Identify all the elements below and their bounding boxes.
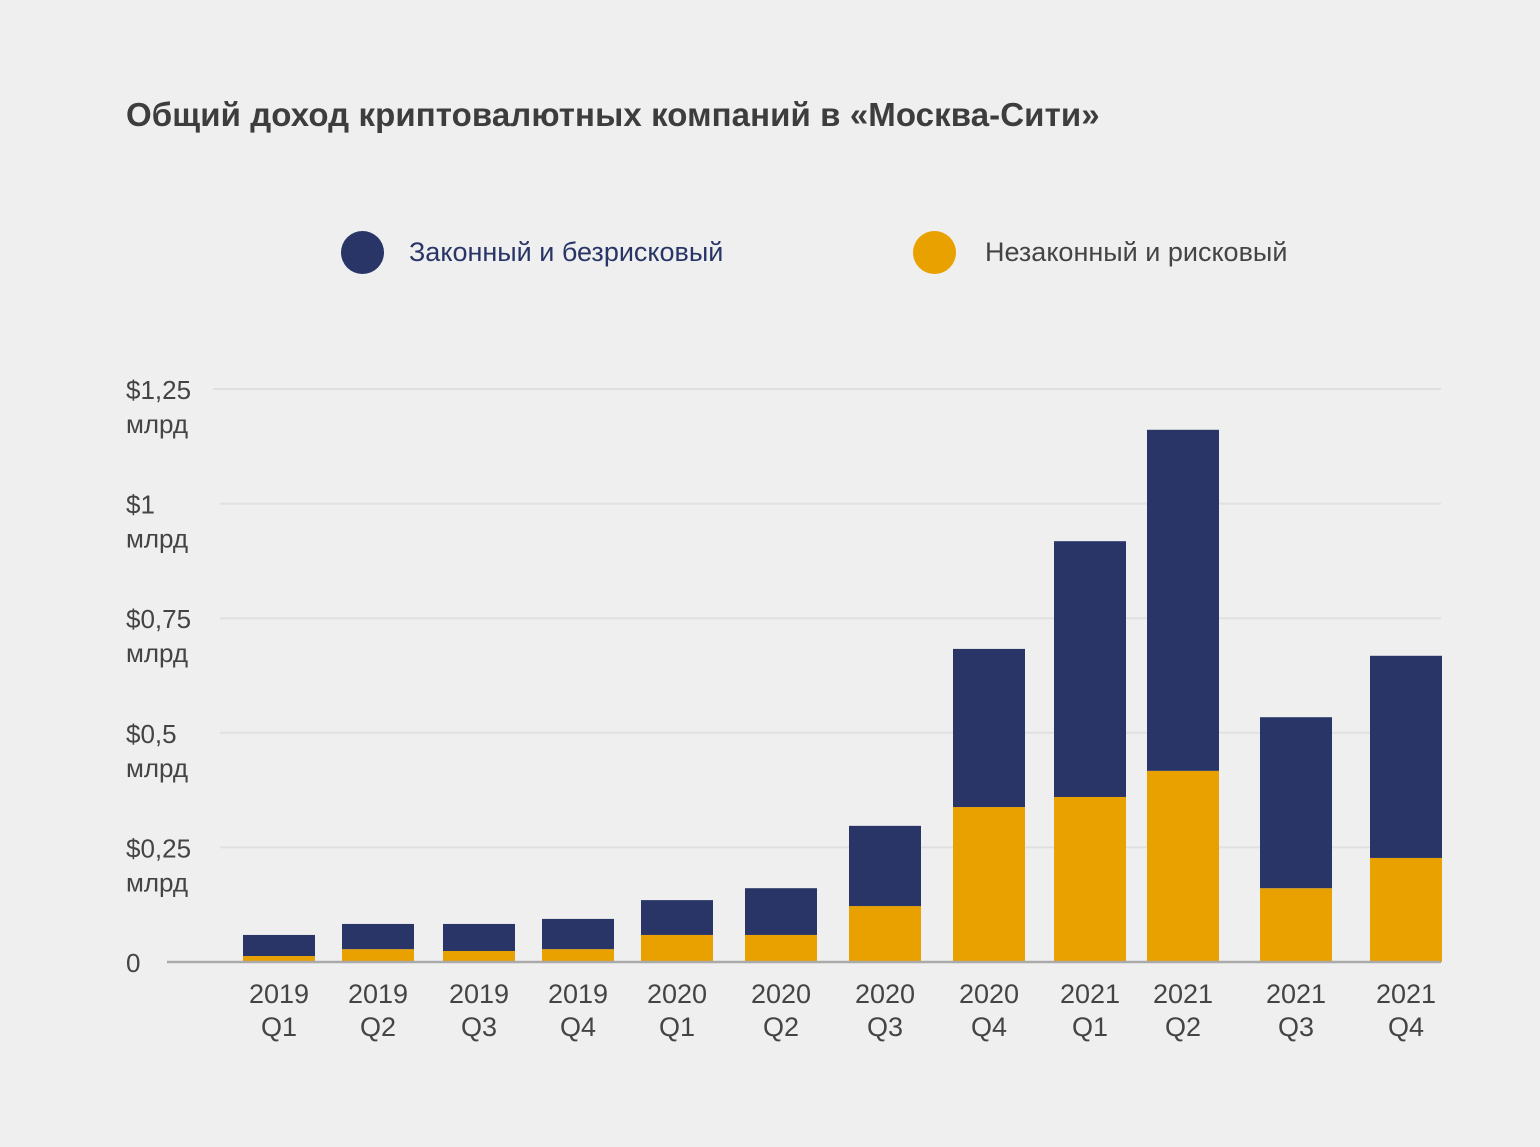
bar-segment-illegal-2019-q1	[243, 956, 315, 962]
y-tick-unit: млрд	[126, 409, 188, 439]
y-tick-label: 0	[126, 948, 140, 978]
x-tick-quarter: Q2	[1165, 1012, 1201, 1042]
legend-label-legal: Законный и безрисковый	[409, 236, 724, 267]
x-tick-year: 2021	[1060, 979, 1120, 1009]
x-tick-year: 2019	[449, 979, 509, 1009]
legend-item-illegal: Незаконный и рисковый	[913, 230, 1287, 274]
bar-segment-legal-2021-q2	[1147, 429, 1219, 771]
y-tick-unit: млрд	[126, 638, 188, 668]
bar-segment-illegal-2020-q4	[953, 807, 1025, 962]
bar-segment-legal-2019-q1	[243, 934, 315, 957]
x-tick-quarter: Q3	[1278, 1012, 1314, 1042]
x-tick-quarter: Q3	[867, 1012, 903, 1042]
x-axis-ticks: 2019Q12019Q22019Q32019Q42020Q12020Q22020…	[249, 979, 1436, 1042]
y-axis-ticks: 0 $0,25 млрд $0,5 млрд $0,75 млрд $1 млрд $1,25 мл…	[126, 375, 191, 978]
x-tick-year: 2020	[647, 979, 707, 1009]
x-tick-year: 2019	[249, 979, 309, 1009]
y-tick-label: $1,25	[126, 375, 191, 405]
x-tick-quarter: Q1	[1072, 1012, 1108, 1042]
bar-segment-legal-2021-q4	[1370, 655, 1442, 858]
bar-segment-legal-2020-q4	[953, 648, 1025, 808]
bar-segment-illegal-2019-q2	[342, 949, 414, 962]
x-tick-year: 2019	[348, 979, 408, 1009]
y-tick-unit: млрд	[126, 867, 188, 897]
y-tick-unit: млрд	[126, 524, 188, 554]
x-tick-quarter: Q4	[971, 1012, 1007, 1042]
bar-segment-illegal-2021-q2	[1147, 770, 1219, 962]
bar-segment-legal-2020-q2	[745, 888, 817, 935]
legend-dot-illegal-icon	[913, 230, 956, 274]
bar-segment-legal-2019-q4	[542, 918, 614, 950]
legend-item-legal: Законный и безрисковый	[341, 230, 723, 274]
x-tick-year: 2021	[1376, 979, 1436, 1009]
x-tick-year: 2020	[751, 979, 811, 1009]
chart-title: Общий доход криптовалютных компаний в «М…	[126, 96, 1100, 133]
x-tick-year: 2021	[1153, 979, 1213, 1009]
bar-segment-legal-2019-q3	[443, 923, 515, 951]
y-tick-unit: млрд	[126, 753, 188, 783]
legend-dot-legal-icon	[341, 230, 384, 274]
x-tick-year: 2020	[959, 979, 1019, 1009]
x-tick-year: 2019	[548, 979, 608, 1009]
gridlines	[213, 388, 1441, 849]
bar-segment-illegal-2020-q2	[745, 934, 817, 962]
bar-segment-illegal-2020-q1	[641, 934, 713, 962]
bar-segment-legal-2021-q1	[1054, 541, 1126, 797]
bar-segment-legal-2020-q3	[849, 825, 921, 907]
legend-label-illegal: Незаконный и рисковый	[985, 236, 1288, 267]
x-tick-year: 2020	[855, 979, 915, 1009]
x-tick-quarter: Q1	[261, 1012, 297, 1042]
bar-segment-legal-2021-q3	[1260, 717, 1332, 889]
x-tick-quarter: Q2	[763, 1012, 799, 1042]
y-tick-label: $1	[126, 490, 155, 520]
bars	[243, 429, 1442, 962]
bar-segment-illegal-2021-q3	[1260, 888, 1332, 962]
x-tick-quarter: Q1	[659, 1012, 695, 1042]
x-tick-quarter: Q3	[461, 1012, 497, 1042]
x-tick-quarter: Q4	[1388, 1012, 1424, 1042]
x-tick-year: 2021	[1266, 979, 1326, 1009]
y-tick-label: $0,25	[126, 833, 191, 863]
x-tick-quarter: Q4	[560, 1012, 596, 1042]
bar-segment-legal-2019-q2	[342, 923, 414, 950]
x-tick-quarter: Q2	[360, 1012, 396, 1042]
y-tick-label: $0,5	[126, 719, 177, 749]
bar-segment-legal-2020-q1	[641, 900, 713, 935]
bar-segment-illegal-2021-q4	[1370, 857, 1442, 962]
bar-segment-illegal-2020-q3	[849, 906, 921, 962]
bar-segment-illegal-2021-q1	[1054, 796, 1126, 962]
bar-segment-illegal-2019-q3	[443, 950, 515, 962]
y-tick-label: $0,75	[126, 604, 191, 634]
bar-segment-illegal-2019-q4	[542, 949, 614, 962]
